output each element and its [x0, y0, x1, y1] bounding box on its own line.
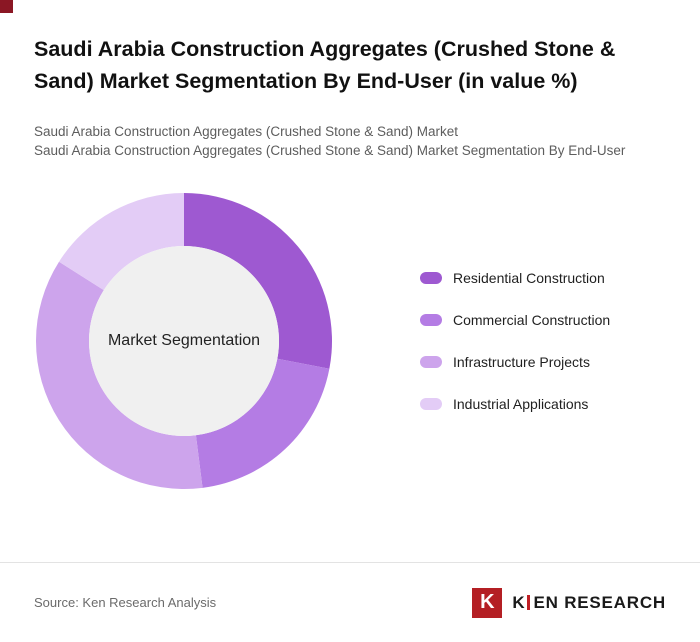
legend-item-residential[interactable]: Residential Construction — [420, 270, 610, 286]
donut-segment-1[interactable] — [195, 358, 330, 488]
legend-label-industrial: Industrial Applications — [453, 395, 589, 412]
legend-label-commercial: Commercial Construction — [453, 311, 611, 328]
source-attribution: Source: Ken Research Analysis — [34, 595, 217, 610]
legend-label-infrastructure: Infrastructure Projects — [453, 353, 590, 370]
legend-item-industrial[interactable]: Industrial Applications — [420, 396, 610, 412]
footer: Source: Ken Research Analysis K K EN RES… — [0, 562, 700, 642]
legend-swatch-commercial — [420, 313, 442, 326]
brand-letter-k: K — [512, 592, 526, 612]
subtitle-block: Saudi Arabia Construction Aggregates (Cr… — [34, 122, 659, 161]
page-title: Saudi Arabia Construction Aggregates (Cr… — [34, 37, 616, 94]
chart-section: Market Segmentation Residential Construc… — [34, 191, 666, 491]
corner-accent-square — [0, 0, 13, 13]
legend-swatch-infrastructure — [420, 355, 442, 368]
ken-research-logo: K K EN RESEARCH — [471, 586, 666, 619]
donut-chart: Market Segmentation — [34, 191, 334, 491]
subtitle-segmentation: Saudi Arabia Construction Aggregates (Cr… — [34, 143, 626, 159]
subtitle-market: Saudi Arabia Construction Aggregates (Cr… — [34, 123, 458, 139]
donut-center-disc — [89, 245, 279, 436]
ken-research-logo-text: K EN RESEARCH — [512, 593, 666, 613]
ken-research-logo-mark: K — [471, 586, 504, 619]
donut-chart-svg — [35, 192, 333, 489]
donut-segment-3[interactable] — [59, 192, 184, 290]
chart-legend: Residential Construction Commercial Cons… — [420, 270, 610, 412]
brand-rest-text: EN RESEARCH — [533, 592, 666, 612]
brand-red-bar — [527, 595, 531, 610]
content-area: Saudi Arabia Construction Aggregates (Cr… — [34, 37, 666, 491]
donut-center-label: Market Segmentation — [107, 331, 261, 349]
legend-item-commercial[interactable]: Commercial Construction — [420, 312, 610, 328]
legend-item-infrastructure[interactable]: Infrastructure Projects — [420, 354, 610, 370]
legend-swatch-industrial — [420, 397, 442, 410]
legend-label-residential: Residential Construction — [453, 269, 605, 286]
donut-segment-0[interactable] — [184, 192, 333, 369]
legend-swatch-residential — [420, 271, 442, 284]
donut-segment-2[interactable] — [35, 261, 203, 489]
